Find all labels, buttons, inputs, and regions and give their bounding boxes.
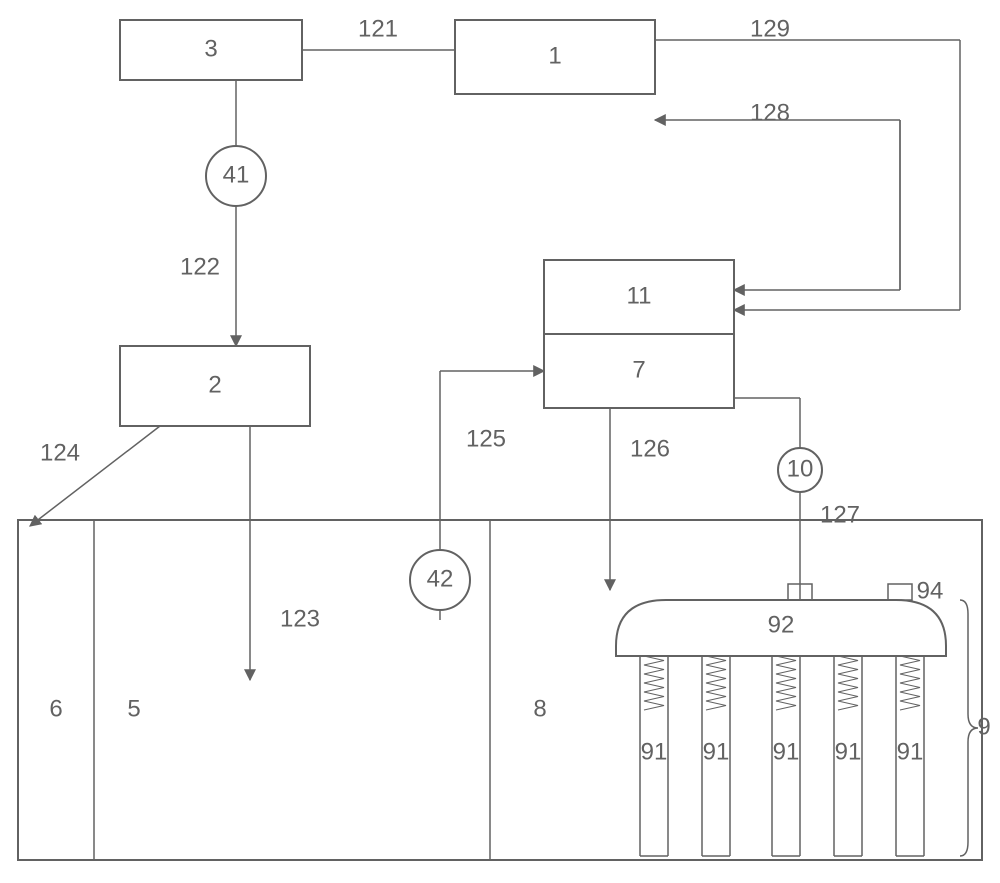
block-3-label: 3: [204, 35, 217, 62]
svg-text:128: 128: [750, 99, 790, 126]
block-1-label: 1: [548, 42, 561, 69]
svg-text:5: 5: [127, 695, 140, 722]
svg-text:122: 122: [180, 253, 220, 280]
node-10-label: 10: [787, 455, 814, 482]
tube-spring-2: [776, 656, 796, 710]
tube-label-3: 91: [835, 738, 862, 765]
tube-spring-4: [900, 656, 920, 710]
tube-label-0: 91: [641, 738, 668, 765]
tube-spring-0: [644, 656, 664, 710]
tube-label-4: 91: [897, 738, 924, 765]
node-42-label: 42: [427, 565, 454, 592]
svg-text:9: 9: [977, 713, 990, 740]
block-2-label: 2: [208, 371, 221, 398]
svg-text:124: 124: [40, 439, 80, 466]
svg-text:94: 94: [917, 577, 944, 604]
brace-9: [960, 600, 978, 856]
svg-text:6: 6: [49, 695, 62, 722]
block-11-label: 11: [627, 282, 652, 309]
tube-label-1: 91: [703, 738, 730, 765]
svg-text:126: 126: [630, 435, 670, 462]
svg-text:8: 8: [533, 695, 546, 722]
block-7-label: 7: [632, 356, 645, 383]
svg-text:92: 92: [768, 611, 795, 638]
zone-outer: [18, 520, 982, 860]
node-41-label: 41: [223, 161, 250, 188]
svg-text:123: 123: [280, 605, 320, 632]
svg-text:121: 121: [358, 15, 398, 42]
tube-spring-3: [838, 656, 858, 710]
svg-text:129: 129: [750, 15, 790, 42]
tube-spring-1: [706, 656, 726, 710]
manifold-inlet-2: [888, 584, 912, 600]
svg-text:127: 127: [820, 501, 860, 528]
svg-text:125: 125: [466, 425, 506, 452]
tube-label-2: 91: [773, 738, 800, 765]
